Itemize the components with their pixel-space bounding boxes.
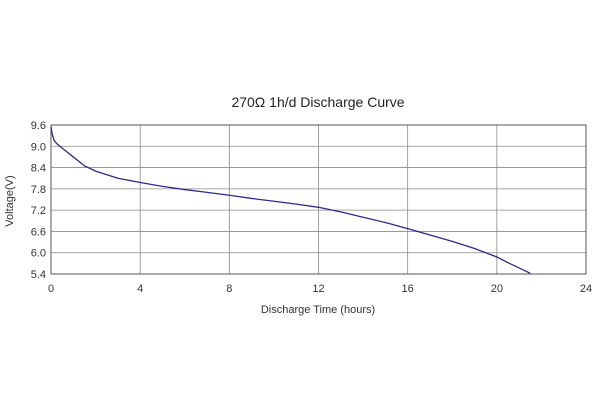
y-tick-label: 8.4	[31, 163, 46, 175]
y-tick-label: 6.0	[31, 248, 46, 260]
y-tick-label: 9.0	[31, 141, 46, 153]
discharge-curve-line	[50, 126, 531, 274]
chart-title: 270Ω 1h/d Discharge Curve	[231, 94, 404, 110]
y-axis-label: Voltage(V)	[4, 175, 16, 226]
x-tick-label: 24	[580, 283, 592, 295]
plot-frame	[50, 124, 587, 275]
grid	[50, 124, 587, 275]
series-group	[50, 126, 531, 274]
y-axis-ticks: 9.6 9.0 8.4 7.8 7.2 6.6 6.0 5.4	[31, 120, 46, 281]
x-axis-ticks: 0 4 8 12 16 20 24	[48, 283, 592, 295]
x-tick-label: 16	[402, 283, 414, 295]
x-tick-label: 12	[312, 283, 324, 295]
x-tick-label: 0	[48, 283, 54, 295]
x-tick-label: 4	[137, 283, 143, 295]
x-axis-label: Discharge Time (hours)	[261, 304, 375, 316]
y-tick-label: 7.8	[31, 184, 46, 196]
y-tick-label: 6.6	[31, 226, 46, 238]
y-tick-label: 7.2	[31, 205, 46, 217]
x-tick-label: 8	[226, 283, 232, 295]
y-tick-label: 9.6	[31, 120, 46, 132]
y-tick-label: 5.4	[31, 269, 46, 281]
x-tick-label: 20	[491, 283, 503, 295]
